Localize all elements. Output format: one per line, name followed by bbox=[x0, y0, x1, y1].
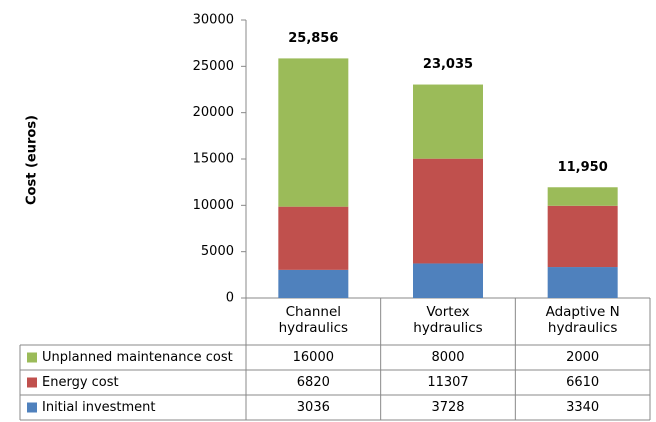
legend-label: Unplanned maintenance cost bbox=[42, 350, 233, 365]
y-tick-label: 5000 bbox=[201, 244, 234, 259]
table-value: 11307 bbox=[427, 375, 468, 390]
table-value: 16000 bbox=[293, 350, 334, 365]
bar-segment bbox=[413, 84, 483, 159]
legend-swatch bbox=[27, 402, 37, 413]
category-label: Vortex hydraulics bbox=[413, 304, 483, 336]
bar-segment bbox=[547, 267, 618, 298]
bar-segment bbox=[413, 158, 483, 264]
y-tick-label: 25000 bbox=[193, 59, 234, 74]
bar-segment bbox=[278, 206, 349, 270]
y-tick-label: 10000 bbox=[193, 198, 234, 213]
table-value: 8000 bbox=[431, 350, 464, 365]
total-label: 25,856 bbox=[288, 31, 338, 46]
total-label: 11,950 bbox=[558, 160, 608, 175]
legend-swatch bbox=[27, 377, 37, 388]
legend-label: Initial investment bbox=[42, 400, 156, 415]
table-value: 3036 bbox=[297, 400, 330, 415]
category-label: Adaptive N hydraulics bbox=[545, 304, 620, 336]
total-label: 23,035 bbox=[423, 57, 473, 72]
bar-segment bbox=[547, 187, 618, 206]
table-value: 6820 bbox=[297, 375, 330, 390]
y-axis-label: Cost (euros) bbox=[25, 115, 40, 205]
y-tick-label: 20000 bbox=[193, 105, 234, 120]
table-value: 2000 bbox=[566, 350, 599, 365]
legend-label: Energy cost bbox=[42, 375, 119, 390]
category-label: Channel hydraulics bbox=[278, 304, 349, 336]
bar-segment bbox=[547, 205, 618, 268]
y-tick-label: 15000 bbox=[193, 152, 234, 167]
bar-segment bbox=[278, 269, 349, 298]
bar-segment bbox=[413, 263, 483, 298]
table-value: 6610 bbox=[566, 375, 599, 390]
table-value: 3728 bbox=[431, 400, 464, 415]
y-tick-label: 0 bbox=[226, 291, 234, 306]
table-value: 3340 bbox=[566, 400, 599, 415]
bar-segment bbox=[278, 58, 349, 207]
y-tick-label: 30000 bbox=[193, 13, 234, 28]
legend-swatch bbox=[27, 352, 37, 363]
